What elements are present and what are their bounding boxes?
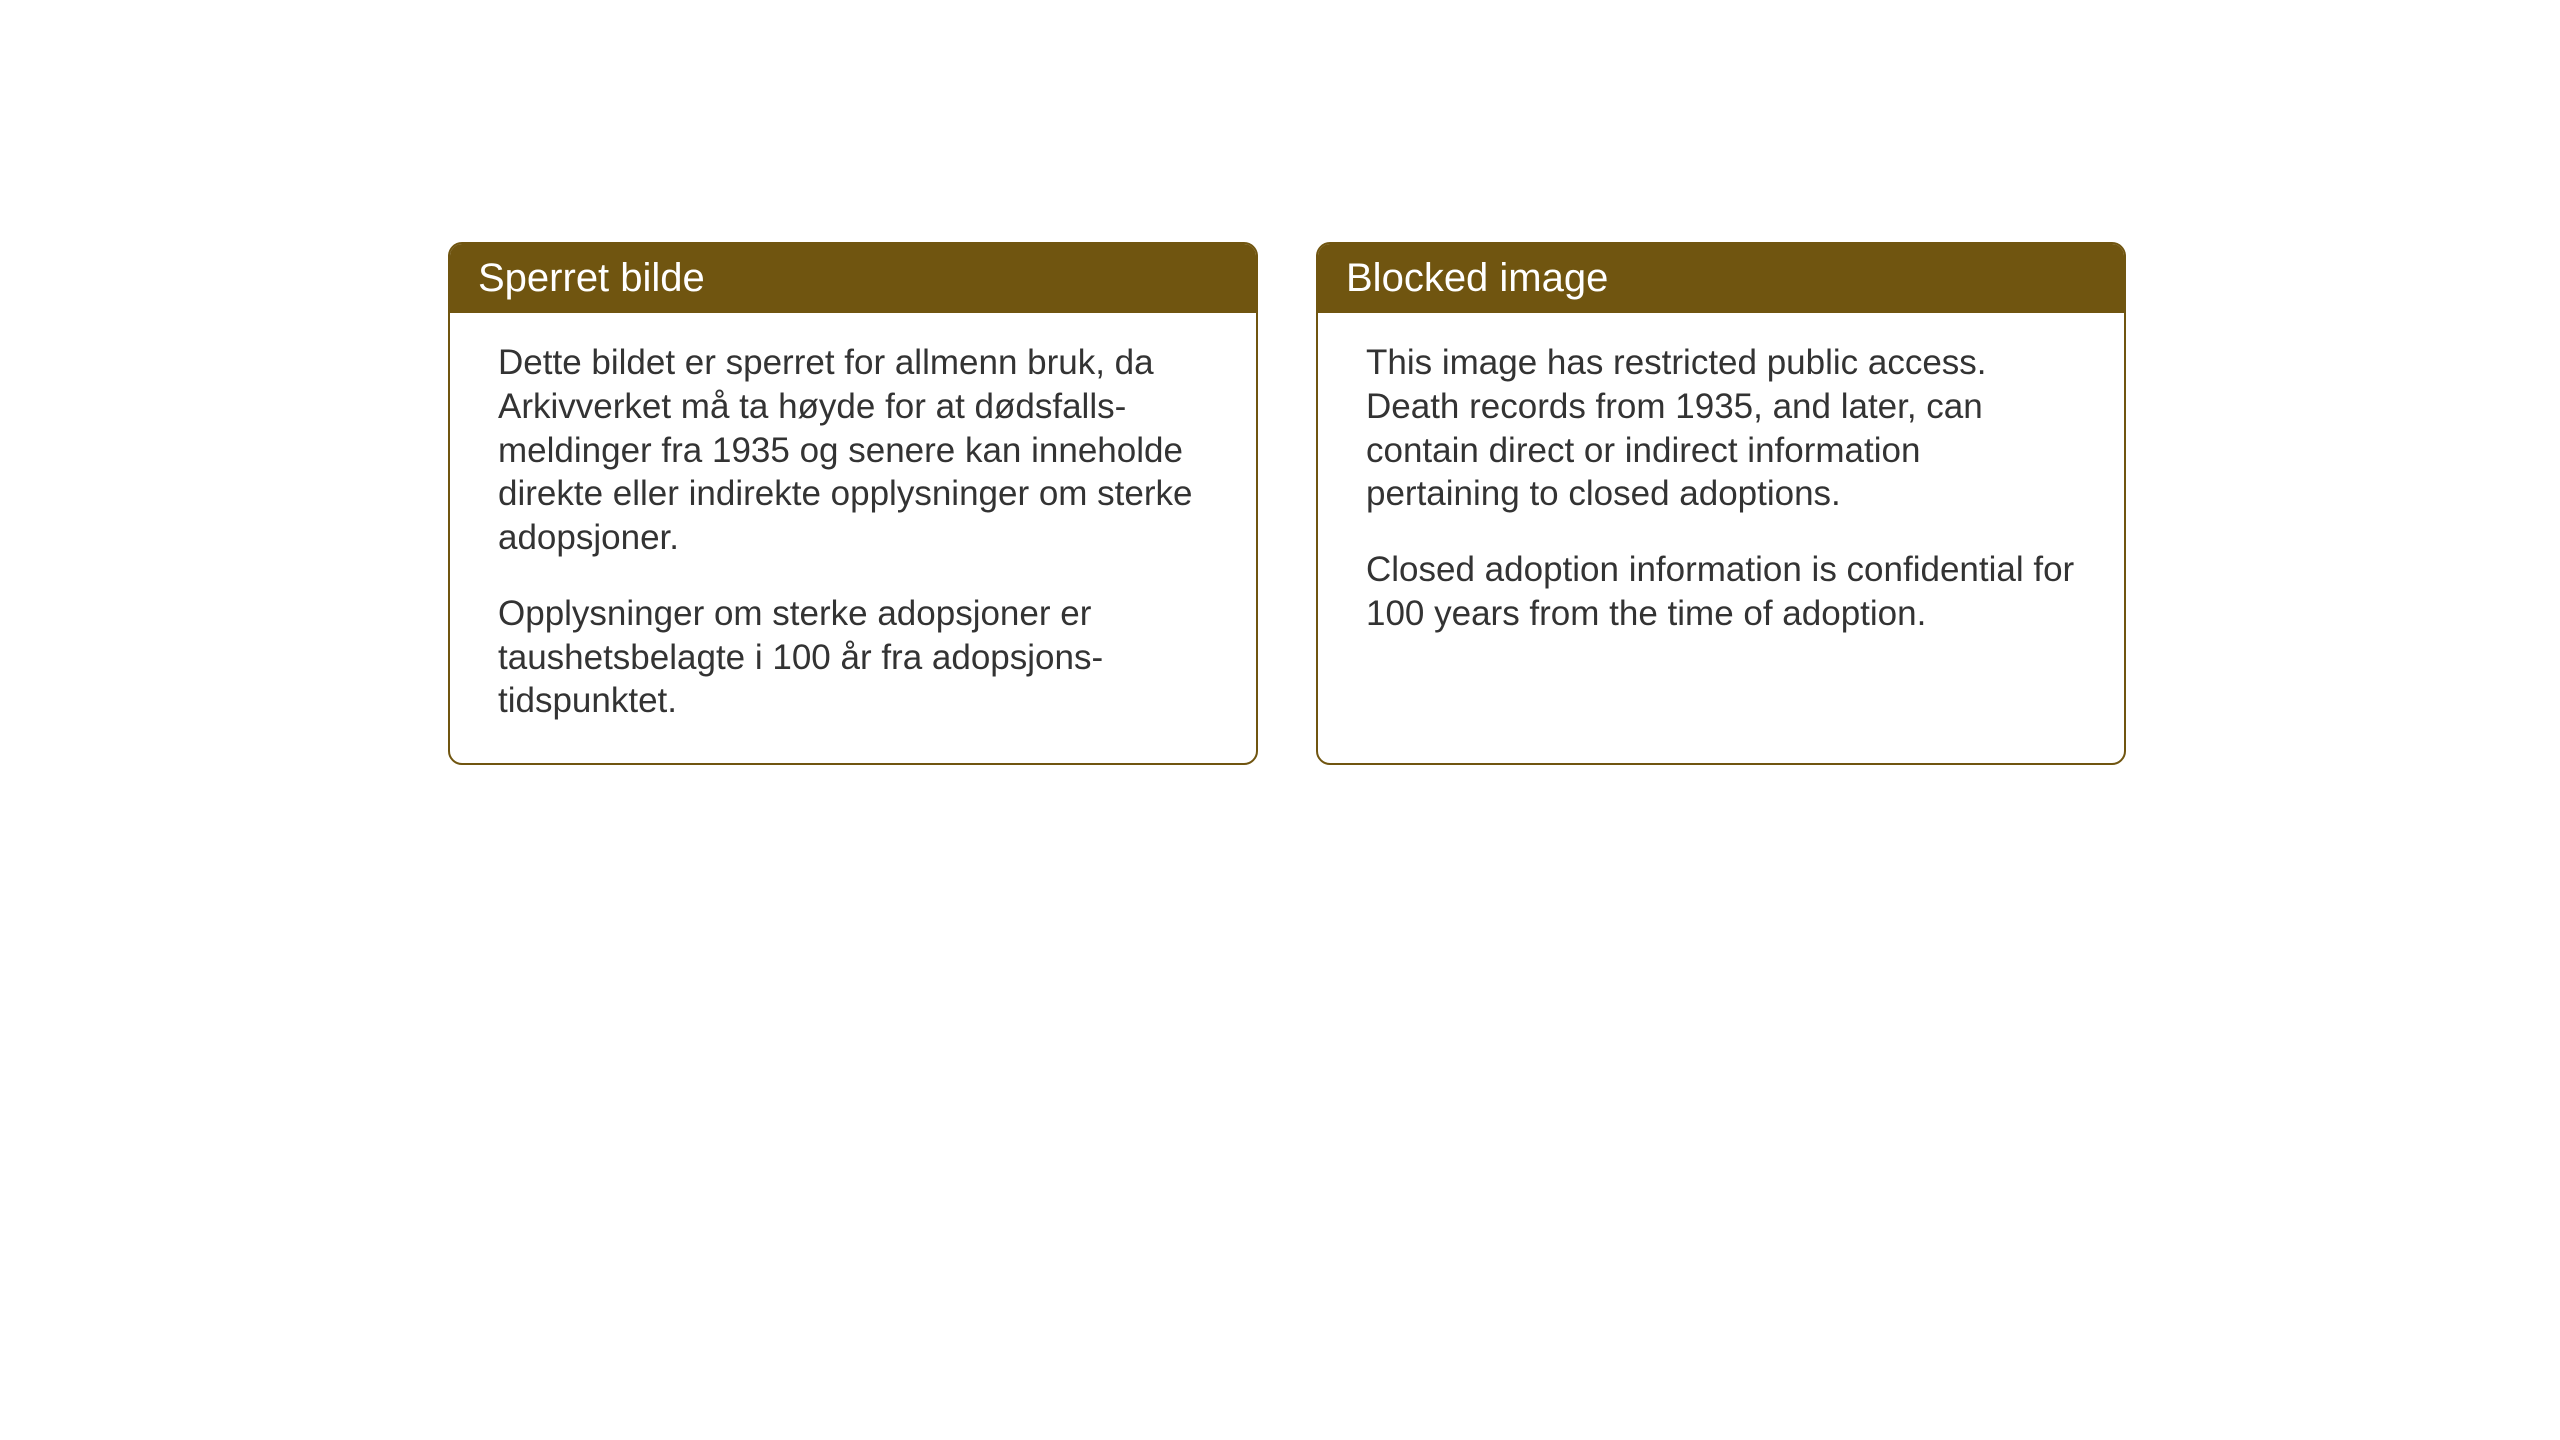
card-paragraph-2-english: Closed adoption information is confident… — [1366, 548, 2076, 636]
card-norwegian: Sperret bilde Dette bildet er sperret fo… — [448, 242, 1258, 765]
cards-container: Sperret bilde Dette bildet er sperret fo… — [448, 242, 2126, 765]
card-header-english: Blocked image — [1318, 244, 2124, 313]
card-title-norwegian: Sperret bilde — [478, 256, 705, 300]
card-paragraph-1-norwegian: Dette bildet er sperret for allmenn bruk… — [498, 341, 1208, 560]
card-header-norwegian: Sperret bilde — [450, 244, 1256, 313]
card-body-norwegian: Dette bildet er sperret for allmenn bruk… — [450, 313, 1256, 763]
card-paragraph-1-english: This image has restricted public access.… — [1366, 341, 2076, 516]
card-title-english: Blocked image — [1346, 256, 1608, 300]
card-body-english: This image has restricted public access.… — [1318, 313, 2124, 713]
card-paragraph-2-norwegian: Opplysninger om sterke adopsjoner er tau… — [498, 592, 1208, 723]
card-english: Blocked image This image has restricted … — [1316, 242, 2126, 765]
